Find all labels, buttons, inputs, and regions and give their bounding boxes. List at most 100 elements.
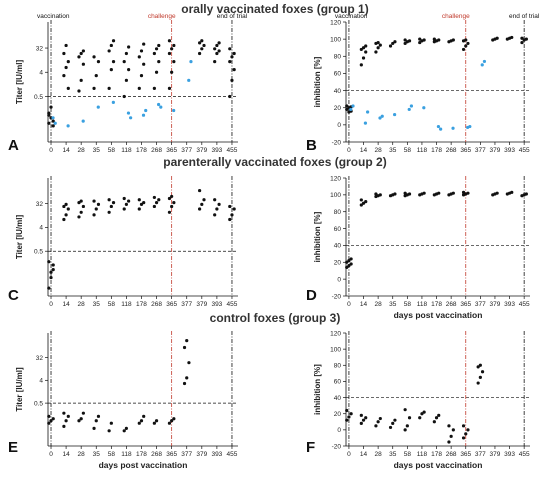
data-point bbox=[107, 198, 111, 202]
data-point bbox=[418, 37, 422, 41]
data-point bbox=[198, 207, 202, 211]
y-tick-label: 32 bbox=[36, 355, 44, 362]
x-tick-label: 178 bbox=[136, 147, 147, 154]
data-point bbox=[77, 55, 81, 59]
data-point bbox=[64, 213, 68, 217]
data-point bbox=[51, 124, 55, 128]
event-label: vaccination bbox=[37, 13, 70, 20]
x-tick-label: 0 bbox=[49, 451, 53, 458]
data-point bbox=[405, 424, 409, 428]
x-tick-label: 14 bbox=[62, 451, 70, 458]
x-tick-label: 393 bbox=[504, 451, 515, 458]
y-tick-label: 20 bbox=[334, 411, 342, 418]
data-point bbox=[213, 213, 217, 217]
data-point bbox=[232, 68, 236, 72]
data-point bbox=[92, 199, 96, 203]
data-point bbox=[345, 408, 349, 413]
data-point bbox=[139, 74, 144, 78]
data-point bbox=[142, 42, 146, 46]
y-axis-label: Titer [IU/ml] bbox=[15, 215, 24, 260]
data-point bbox=[520, 40, 524, 45]
data-point bbox=[228, 47, 232, 51]
y-tick-label: 0.5 bbox=[34, 400, 43, 407]
x-tick-label: 14 bbox=[62, 301, 70, 308]
event-label: end of trial bbox=[217, 13, 248, 20]
data-point bbox=[347, 259, 351, 263]
data-point bbox=[92, 55, 96, 59]
data-point bbox=[403, 41, 407, 46]
y-tick-label: 4 bbox=[39, 225, 43, 232]
data-point bbox=[461, 190, 466, 194]
data-point bbox=[152, 421, 156, 425]
data-point bbox=[122, 59, 126, 64]
x-tick-label: 58 bbox=[108, 147, 116, 154]
data-point bbox=[127, 68, 131, 72]
x-tick-label: 35 bbox=[389, 301, 397, 308]
data-point bbox=[461, 47, 466, 52]
data-point bbox=[388, 44, 393, 48]
data-point bbox=[468, 124, 472, 129]
data-point bbox=[47, 121, 51, 125]
data-point bbox=[215, 43, 219, 48]
data-point bbox=[437, 191, 441, 195]
data-point bbox=[142, 414, 146, 418]
data-point bbox=[232, 207, 236, 211]
data-point bbox=[347, 264, 351, 268]
y-tick-label: 60 bbox=[334, 71, 342, 78]
x-tick-label: 0 bbox=[49, 301, 53, 308]
data-point bbox=[359, 63, 363, 67]
data-point bbox=[94, 74, 98, 78]
data-point bbox=[451, 126, 455, 130]
x-tick-label: 365 bbox=[166, 301, 177, 308]
panel-a: 0.5 4 32 0 14 28 35 58 118 178 268 365 377 379 393 455 v… bbox=[8, 13, 248, 154]
data-point bbox=[122, 196, 126, 201]
data-point bbox=[77, 419, 81, 423]
y-tick-label: 100 bbox=[330, 36, 341, 43]
data-point bbox=[137, 55, 141, 59]
x-tick-label: 0 bbox=[347, 147, 351, 154]
y-tick-label: -20 bbox=[332, 139, 342, 146]
data-point bbox=[64, 419, 68, 423]
data-point bbox=[170, 47, 174, 51]
x-tick-label: 14 bbox=[360, 451, 368, 458]
x-tick-label: 379 bbox=[196, 147, 207, 154]
data-point bbox=[66, 207, 70, 211]
data-point bbox=[359, 198, 363, 202]
y-tick-label: 100 bbox=[330, 192, 341, 199]
row-title-group-3: control foxes (group 3) bbox=[210, 311, 341, 325]
panel-letter: B bbox=[306, 137, 317, 154]
data-point bbox=[96, 59, 101, 64]
x-tick-label: 393 bbox=[211, 301, 222, 308]
data-point bbox=[170, 194, 174, 199]
x-tick-label: 268 bbox=[446, 301, 457, 308]
data-point bbox=[139, 49, 144, 53]
data-point bbox=[422, 191, 426, 195]
data-point bbox=[376, 46, 380, 50]
data-point bbox=[439, 127, 443, 131]
data-point bbox=[361, 46, 366, 50]
data-point bbox=[79, 51, 83, 56]
y-tick-label: 80 bbox=[334, 209, 342, 216]
data-point bbox=[347, 415, 351, 419]
data-point bbox=[432, 420, 436, 424]
data-point bbox=[92, 426, 96, 430]
data-point bbox=[495, 191, 499, 195]
data-point bbox=[172, 108, 176, 113]
y-tick-label: -20 bbox=[332, 293, 342, 300]
data-point bbox=[62, 204, 66, 209]
data-point bbox=[478, 375, 482, 379]
data-point bbox=[139, 202, 144, 206]
data-point bbox=[437, 38, 441, 42]
data-point bbox=[447, 440, 451, 444]
x-tick-label: 58 bbox=[404, 301, 412, 308]
data-point bbox=[152, 195, 156, 200]
x-tick-label: 377 bbox=[181, 451, 192, 458]
data-point bbox=[81, 49, 85, 53]
data-point bbox=[137, 207, 141, 211]
data-point bbox=[122, 207, 126, 211]
x-tick-label: 28 bbox=[78, 301, 86, 308]
data-point bbox=[403, 428, 407, 432]
x-tick-label: 178 bbox=[431, 147, 442, 154]
data-point bbox=[107, 86, 111, 90]
